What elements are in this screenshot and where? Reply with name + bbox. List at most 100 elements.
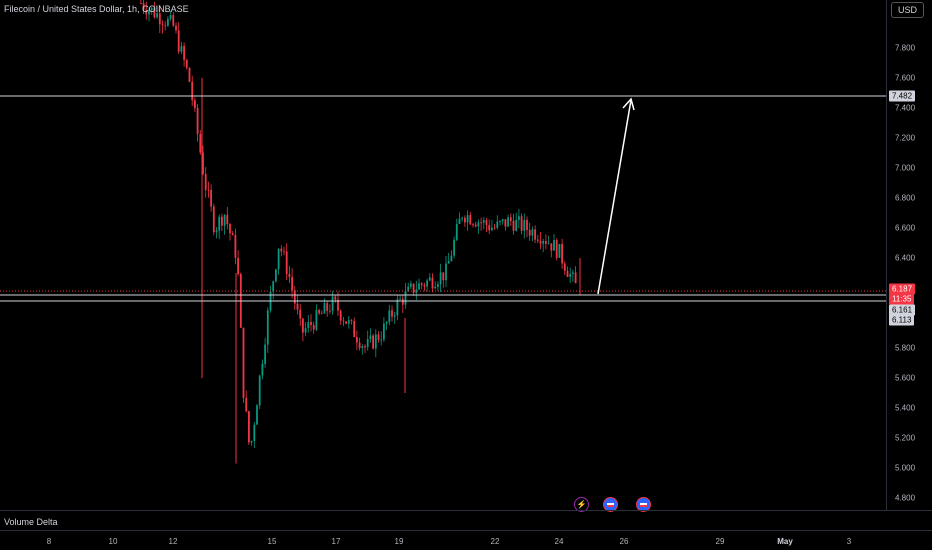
candle-body — [488, 225, 491, 231]
candle-body — [167, 18, 169, 26]
candle-body — [447, 261, 450, 264]
candle-body — [437, 284, 439, 287]
candle-body — [372, 335, 374, 349]
candle-body — [520, 216, 523, 231]
candle-body — [315, 310, 318, 330]
candle-body — [229, 224, 231, 234]
candle-body — [472, 224, 474, 226]
candle-body — [339, 310, 342, 321]
candle-body — [156, 13, 158, 18]
candle-body — [399, 298, 401, 300]
candle-body — [528, 229, 531, 236]
candle-body — [374, 334, 377, 349]
projection-arrow-line[interactable] — [597, 99, 632, 295]
candle-body — [461, 217, 464, 219]
candle-body — [393, 315, 396, 317]
candle-body — [418, 283, 420, 290]
candle-body — [142, 3, 145, 10]
symbol-title[interactable]: Filecoin / United States Dollar, 1h, COI… — [4, 4, 189, 14]
candle-body — [558, 243, 561, 258]
candle-body — [169, 15, 172, 19]
candle-body — [347, 320, 350, 324]
candle-body — [477, 222, 480, 227]
candle-body — [526, 219, 528, 230]
candle-body — [231, 233, 234, 236]
candle-body — [428, 277, 431, 281]
candle-body — [515, 219, 518, 231]
candle-body — [445, 263, 447, 281]
candle-body — [426, 280, 428, 287]
price-tick: 4.800 — [895, 493, 916, 503]
volume-delta-label[interactable]: Volume Delta — [4, 517, 58, 527]
candle-body — [345, 321, 347, 324]
candle-body — [293, 290, 296, 304]
candle-body — [194, 100, 196, 109]
currency-button[interactable]: USD — [891, 2, 924, 18]
candle-body — [407, 286, 410, 292]
candle-body — [153, 7, 156, 18]
level-price-tag: 6.161 — [889, 304, 916, 316]
time-axis[interactable]: 8 10 12 15 17 19 22 24 26 29 May 3 — [0, 531, 886, 550]
candle-body — [523, 219, 526, 231]
candle-body — [458, 218, 461, 224]
target-price-tag: 7.482 — [889, 90, 916, 102]
time-tick: 22 — [490, 537, 500, 546]
candle-body — [439, 272, 442, 285]
candle-body — [196, 108, 199, 135]
candle-body — [377, 334, 380, 340]
candle-body — [148, 10, 150, 15]
price-tick: 5.800 — [895, 343, 916, 353]
price-tick: 7.400 — [895, 103, 916, 113]
price-axis[interactable]: 7.800 7.600 7.400 7.200 7.000 6.800 6.60… — [886, 0, 932, 510]
candle-body — [553, 239, 555, 251]
time-tick: 29 — [715, 537, 725, 546]
time-tick: May — [777, 537, 793, 546]
candle-body — [188, 67, 191, 82]
candle-body — [320, 313, 323, 315]
candle-body — [175, 25, 177, 31]
candle-body — [404, 291, 407, 305]
candle-body — [401, 298, 404, 305]
candle-body — [253, 424, 256, 442]
pane-divider[interactable] — [0, 510, 932, 511]
candle-body — [539, 240, 542, 244]
candle-body — [288, 274, 291, 277]
candle-body — [469, 215, 472, 225]
candle-body — [291, 276, 293, 291]
candle-body — [466, 215, 469, 223]
candle-body — [307, 322, 310, 329]
time-axis-divider — [0, 530, 932, 531]
candle-body — [518, 216, 520, 220]
candle-body — [185, 59, 188, 68]
candle-body — [242, 327, 245, 399]
us-flag-icon[interactable] — [636, 497, 651, 512]
time-tick: 3 — [846, 537, 852, 546]
candle-body — [310, 322, 312, 326]
candlestick-series — [140, 0, 581, 464]
us-flag-icon[interactable] — [603, 497, 618, 512]
price-tick: 6.400 — [895, 253, 916, 263]
candle-body — [350, 320, 353, 322]
candle-body — [531, 229, 534, 236]
candle-body — [536, 239, 539, 241]
candle-body — [450, 255, 453, 262]
candle-body — [337, 299, 339, 311]
candle-body — [482, 220, 485, 223]
lightning-icon[interactable]: ⚡ — [574, 497, 589, 512]
last-price-tag: 6.187 — [889, 283, 916, 295]
time-tick: 24 — [554, 537, 564, 546]
candle-body — [158, 13, 161, 25]
candle-body — [545, 241, 547, 244]
level-price-tag: 6.113 — [889, 314, 915, 326]
candle-body — [391, 310, 393, 317]
price-tick: 7.200 — [895, 133, 916, 143]
price-tick: 7.600 — [895, 73, 916, 83]
price-tick: 5.200 — [895, 433, 916, 443]
price-chart[interactable] — [0, 0, 886, 510]
candle-body — [272, 281, 275, 292]
candle-body — [474, 224, 477, 227]
candle-body — [183, 46, 185, 60]
candle-body — [569, 273, 572, 277]
candle-body — [210, 189, 212, 207]
candle-body — [496, 221, 499, 228]
